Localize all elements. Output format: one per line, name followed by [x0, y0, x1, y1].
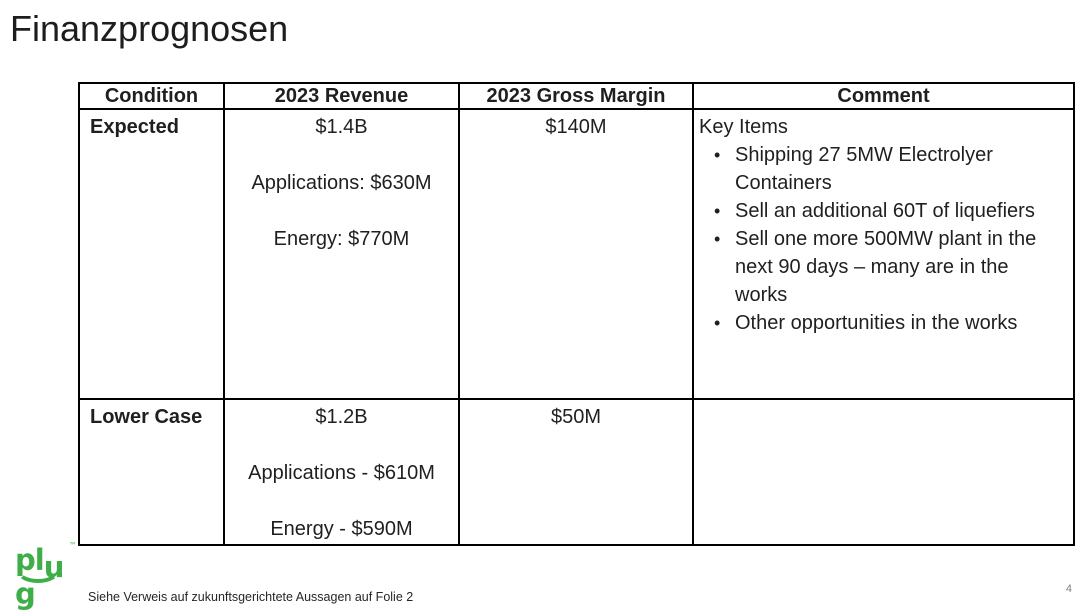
bullet-icon: •: [714, 313, 721, 333]
plug-logo: plug ™: [13, 541, 77, 611]
trademark-symbol: ™: [69, 541, 77, 550]
comment-title: Key Items: [699, 116, 788, 138]
bullet-text: Other opportunities in the works: [735, 312, 1018, 334]
revenue-applications: Applications - $610M: [248, 462, 435, 484]
gross-margin-value: $50M: [550, 406, 602, 428]
gross-margin-cell: $140M: [458, 108, 694, 400]
bullet-icon: •: [714, 229, 721, 249]
forecast-table: Condition 2023 Revenue 2023 Gross Margin…: [78, 82, 1075, 546]
comment-cell: Key Items • Shipping 27 5MW Electrolyer …: [692, 108, 1075, 400]
condition-cell: Lower Case: [78, 398, 225, 546]
forward-looking-statement-footnote: Siehe Verweis auf zukunftsgerichtete Aus…: [88, 590, 414, 604]
gross-margin-value: $140M: [545, 116, 607, 138]
revenue-total: $1.4B: [315, 116, 368, 138]
slide-page-number: 4: [1065, 583, 1072, 595]
bullet-text: Sell an additional 60T of liquefiers: [735, 200, 1035, 222]
revenue-cell: $1.4B Applications: $630M Energy: $770M: [223, 108, 460, 400]
revenue-total: $1.2B: [315, 406, 368, 428]
list-item: • Shipping 27 5MW Electrolyer Containers: [699, 141, 1059, 197]
list-item: • Sell an additional 60T of liquefiers: [699, 197, 1059, 225]
revenue-energy: Energy: $770M: [273, 228, 410, 250]
condition-cell: Expected: [78, 108, 225, 400]
col-header-comment: Comment: [692, 82, 1075, 110]
gross-margin-cell: $50M: [458, 398, 694, 546]
revenue-applications: Applications: $630M: [251, 172, 432, 194]
table-row-lower-case: Lower Case $1.2B Applications - $610M En…: [78, 398, 1075, 546]
table-row-expected: Expected $1.4B Applications: $630M Energ…: [78, 108, 1075, 400]
list-item: • Sell one more 500MW plant in the next …: [699, 225, 1059, 309]
revenue-energy: Energy - $590M: [270, 518, 413, 540]
table-header-row: Condition 2023 Revenue 2023 Gross Margin…: [78, 82, 1075, 110]
revenue-cell: $1.2B Applications - $610M Energy - $590…: [223, 398, 460, 546]
page-title: Finanzprognosen: [10, 8, 289, 49]
bullet-icon: •: [714, 145, 721, 165]
col-header-revenue: 2023 Revenue: [223, 82, 460, 110]
col-header-gross-margin: 2023 Gross Margin: [458, 82, 694, 110]
bullet-text: Shipping 27 5MW Electrolyer Containers: [735, 144, 993, 194]
col-header-condition: Condition: [78, 82, 225, 110]
bullet-icon: •: [714, 201, 721, 221]
logo-smile-arc: [16, 557, 60, 583]
list-item: • Other opportunities in the works: [699, 309, 1059, 337]
bullet-text: Sell one more 500MW plant in the next 90…: [735, 228, 1037, 306]
comment-cell: [692, 398, 1075, 546]
